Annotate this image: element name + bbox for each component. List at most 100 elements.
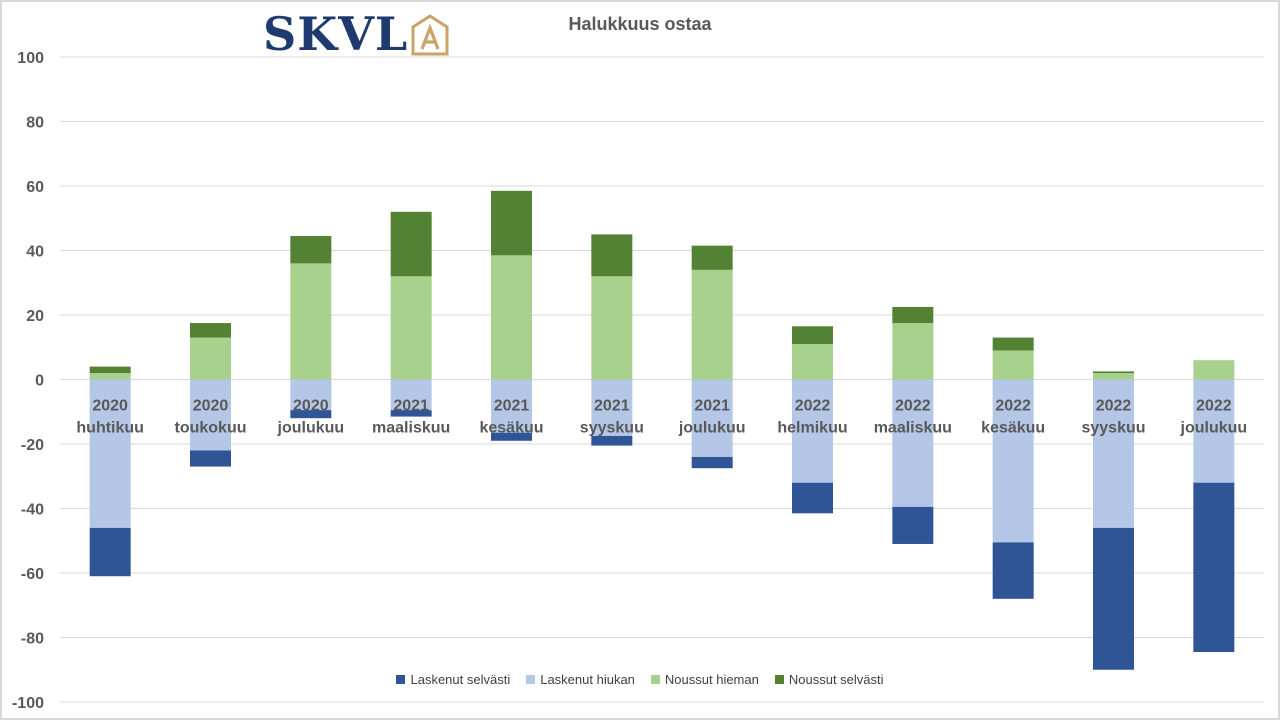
y-tick-label: -60 — [21, 566, 44, 583]
bar-segment — [190, 337, 231, 380]
x-tick-label: 2022 — [895, 398, 931, 415]
bar-segment — [390, 276, 432, 380]
y-tick-label: 100 — [17, 50, 44, 67]
x-tick-label: joulukuu — [1180, 420, 1248, 437]
y-tick-label: 40 — [26, 244, 44, 261]
bar-segment — [1193, 482, 1235, 653]
bar-segment — [591, 276, 633, 380]
bar-segment — [89, 373, 131, 380]
x-tick-label: 2022 — [1196, 398, 1232, 415]
bar-segment — [691, 456, 733, 469]
bar-segment — [290, 263, 332, 380]
bar-segment — [1093, 373, 1134, 380]
legend-swatch — [650, 675, 660, 684]
legend-swatch — [526, 675, 536, 684]
bar-segment — [390, 211, 432, 277]
y-tick-label: -40 — [21, 502, 44, 519]
bar-segment — [591, 379, 633, 436]
x-tick-label: syyskuu — [580, 420, 644, 437]
x-tick-label: 2022 — [795, 398, 831, 415]
bar-segment — [591, 234, 633, 277]
bar-segment — [1093, 371, 1134, 374]
legend-swatch — [396, 675, 406, 684]
legend-label: Noussut hieman — [664, 672, 759, 687]
x-tick-label: helmikuu — [777, 420, 847, 437]
house-a-logo-icon — [411, 14, 449, 56]
y-tick-label: -80 — [21, 631, 44, 648]
bar-segment — [290, 410, 332, 419]
x-tick-label: toukokuu — [175, 420, 247, 437]
legend-item: Laskenut selvästi — [396, 672, 510, 687]
bar-segment — [1093, 379, 1134, 528]
x-tick-label: 2022 — [995, 398, 1031, 415]
bar-segment — [491, 190, 532, 256]
bar-segment — [89, 379, 131, 528]
x-tick-label: huhtikuu — [76, 420, 144, 437]
bar-segment — [691, 269, 733, 380]
y-tick-label: 80 — [26, 115, 44, 132]
legend-label: Laskenut selvästi — [410, 672, 511, 687]
x-tick-label: syyskuu — [1081, 420, 1145, 437]
skvl-logo: SKVL — [263, 10, 450, 58]
x-tick-label: joulukuu — [678, 420, 746, 437]
x-tick-label: 2020 — [193, 398, 229, 415]
bar-segment — [1093, 527, 1134, 670]
x-tick-label: 2022 — [1096, 398, 1132, 415]
x-tick-label: 2020 — [92, 398, 128, 415]
legend-item: Noussut hieman — [650, 672, 759, 687]
bar-segment — [691, 245, 733, 270]
bar-segment — [591, 435, 633, 446]
bar-segment — [390, 410, 432, 417]
chart-title: Halukkuus ostaa — [568, 14, 712, 34]
x-tick-label: joulukuu — [277, 420, 345, 437]
bar-segment — [892, 379, 934, 507]
bar-segment — [792, 326, 833, 345]
bar-segment — [491, 432, 532, 441]
bar-segment — [992, 542, 1034, 599]
legend-label: Laskenut hiukan — [540, 672, 635, 687]
bar-segment — [1193, 379, 1235, 483]
y-tick-label: -100 — [12, 695, 44, 712]
bar-segment — [190, 379, 231, 451]
bar-segment — [290, 235, 332, 264]
legend-label: Noussut selvästi — [788, 672, 884, 687]
x-tick-label: maaliskuu — [372, 420, 450, 437]
bar-segment — [190, 450, 231, 467]
x-tick-label: maaliskuu — [874, 420, 952, 437]
bar-segment — [491, 255, 532, 380]
bar-segment — [792, 344, 833, 380]
legend-item: Noussut selvästi — [774, 672, 884, 687]
bar-segment — [89, 366, 131, 374]
bar-segment — [892, 323, 934, 380]
x-tick-label: kesäkuu — [981, 420, 1045, 437]
bar-segment — [390, 379, 432, 411]
legend-swatch — [774, 675, 784, 684]
bar-segment — [491, 379, 532, 433]
bar-segment — [992, 379, 1034, 543]
y-tick-label: 0 — [35, 373, 44, 390]
bar-segment — [290, 379, 332, 411]
bar-segment — [89, 527, 131, 577]
bar-segment — [992, 337, 1034, 351]
legend-item: Laskenut hiukan — [526, 672, 635, 687]
y-tick-label: 60 — [26, 179, 44, 196]
x-tick-label: 2021 — [494, 398, 530, 415]
bar-segment — [792, 379, 833, 483]
logo-text: SKVL — [263, 7, 409, 61]
y-tick-label: 20 — [26, 308, 44, 325]
bar-segment — [892, 306, 934, 324]
y-tick-label: -20 — [21, 437, 44, 454]
chart-legend: Laskenut selvästi Laskenut hiukan Noussut … — [0, 672, 1280, 687]
bar-segment — [1193, 360, 1235, 380]
bar-segment — [691, 379, 733, 457]
x-tick-label: 2020 — [293, 398, 329, 415]
bar-segment — [992, 350, 1034, 380]
x-tick-label: 2021 — [393, 398, 429, 415]
bar-segment — [792, 482, 833, 514]
bar-segment — [190, 323, 231, 338]
x-tick-label: kesäkuu — [479, 420, 543, 437]
bar-segment — [892, 506, 934, 544]
x-tick-label: 2021 — [694, 398, 730, 415]
x-tick-label: 2021 — [594, 398, 630, 415]
